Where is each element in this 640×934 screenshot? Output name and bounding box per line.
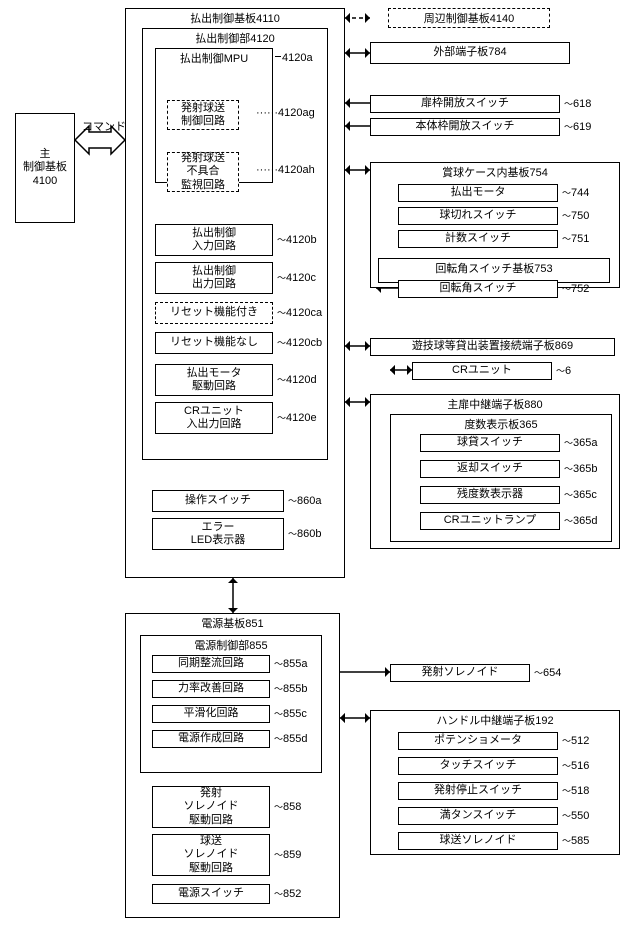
sw-row-1: エラーLED表示器 bbox=[152, 518, 284, 550]
freq-row-1: 返却スイッチ bbox=[420, 460, 560, 478]
psu-ctrl-title: 電源制御部855 bbox=[194, 640, 267, 653]
handle-row-0-num: 512 bbox=[562, 734, 589, 747]
ctrl-row-2: リセット機能付き bbox=[155, 302, 273, 324]
psu-ctrl-row-0-num: 855a bbox=[274, 657, 308, 670]
rot-sw-num: 752 bbox=[562, 282, 589, 295]
ctrl-row-1-num: 4120c bbox=[277, 271, 316, 284]
psu-row-0-num: 858 bbox=[274, 800, 301, 813]
psu-row-2-num: 852 bbox=[274, 887, 301, 900]
cr-unit: CRユニット bbox=[412, 362, 552, 380]
handle-row-4: 球送ソレノイド bbox=[398, 832, 558, 850]
handle-row-1-num: 516 bbox=[562, 759, 589, 772]
prize-row-1: 球切れスイッチ bbox=[398, 207, 558, 225]
psu-ctrl-row-1: 力率改善回路 bbox=[152, 680, 270, 698]
psu-ctrl-row-2: 平滑化回路 bbox=[152, 705, 270, 723]
out-title: 払出制御基板4110 bbox=[190, 13, 280, 26]
ctrl-row-4: 払出モータ駆動回路 bbox=[155, 364, 273, 396]
freq-row-0-num: 365a bbox=[564, 436, 598, 449]
mpu-sub2: 発射球送 不具合 監視回路 bbox=[167, 152, 239, 192]
prize-row-0: 払出モータ bbox=[398, 184, 558, 202]
psu-ctrl-row-1-num: 855b bbox=[274, 682, 308, 695]
mpu-sub1: 発射球送 制御回路 bbox=[167, 100, 239, 130]
psu-row-1-num: 859 bbox=[274, 848, 301, 861]
door-sw2-num: 619 bbox=[564, 120, 591, 133]
handle-row-1: タッチスイッチ bbox=[398, 757, 558, 775]
handle-row-2-num: 518 bbox=[562, 784, 589, 797]
handle-row-3: 満タンスイッチ bbox=[398, 807, 558, 825]
freq-row-2: 残度数表示器 bbox=[420, 486, 560, 504]
ctrl-row-0-num: 4120b bbox=[277, 233, 317, 246]
psu-title: 電源基板851 bbox=[201, 618, 263, 631]
sub1-l2: 制御回路 bbox=[181, 115, 225, 128]
door-sw2: 本体枠開放スイッチ bbox=[370, 118, 560, 136]
sub2-num: ······4120ah bbox=[256, 164, 315, 176]
freq-row-0: 球貸スイッチ bbox=[420, 434, 560, 452]
sw-row-1-num: 860b bbox=[288, 527, 322, 540]
fire-solenoid-num: 654 bbox=[534, 666, 561, 679]
cr-unit-num: 6 bbox=[556, 364, 571, 377]
ctrl-row-3: リセット機能なし bbox=[155, 332, 273, 354]
psu-row-0: 発射ソレノイド駆動回路 bbox=[152, 786, 270, 828]
ctrl-row-1: 払出制御出力回路 bbox=[155, 262, 273, 294]
psu-ctrl-row-3: 電源作成回路 bbox=[152, 730, 270, 748]
ctrl-row-0: 払出制御入力回路 bbox=[155, 224, 273, 256]
prize-row-2: 計数スイッチ bbox=[398, 230, 558, 248]
ctrl-title: 払出制御部4120 bbox=[195, 33, 274, 46]
prize-row-1-num: 750 bbox=[562, 209, 589, 222]
sub2-l1: 発射球送 bbox=[181, 152, 225, 165]
psu-ctrl-row-2-num: 855c bbox=[274, 707, 307, 720]
handle-row-2: 発射停止スイッチ bbox=[398, 782, 558, 800]
handle-row-3-num: 550 bbox=[562, 809, 589, 822]
sub1-l1: 発射球送 bbox=[181, 102, 225, 115]
handle-row-4-num: 585 bbox=[562, 834, 589, 847]
sub2-l3: 監視回路 bbox=[181, 179, 225, 192]
prize-row-2-num: 751 bbox=[562, 232, 589, 245]
ctrl-row-2-num: 4120ca bbox=[277, 306, 322, 319]
sw-row-0: 操作スイッチ bbox=[152, 490, 284, 512]
lend-board: 遊技球等貸出装置接続端子板869 bbox=[370, 338, 615, 356]
freq-row-3-num: 365d bbox=[564, 514, 598, 527]
door-sw1: 扉枠開放スイッチ bbox=[370, 95, 560, 113]
ctrl-row-5: CRユニット入出力回路 bbox=[155, 402, 273, 434]
door-sw1-num: 618 bbox=[564, 97, 591, 110]
mpu-num: 4120a bbox=[282, 52, 313, 64]
freq-row-1-num: 365b bbox=[564, 462, 598, 475]
psu-row-1: 球送ソレノイド駆動回路 bbox=[152, 834, 270, 876]
ctrl-row-5-num: 4120e bbox=[277, 411, 317, 424]
sub2-l2: 不具合 bbox=[187, 165, 220, 178]
ctrl-row-3-num: 4120cb bbox=[277, 336, 322, 349]
fire-solenoid: 発射ソレノイド bbox=[390, 664, 530, 682]
main-control-board: 主 制御基板 4100 bbox=[15, 113, 75, 223]
psu-row-2: 電源スイッチ bbox=[152, 884, 270, 904]
sub1-num: ······4120ag bbox=[256, 107, 315, 119]
freq-row-3: CRユニットランプ bbox=[420, 512, 560, 530]
psu-ctrl-row-0: 同期整流回路 bbox=[152, 655, 270, 673]
handle-row-0: ポテンショメータ bbox=[398, 732, 558, 750]
freq-row-2-num: 365c bbox=[564, 488, 597, 501]
psu-ctrl-row-3-num: 855d bbox=[274, 732, 308, 745]
sw-row-0-num: 860a bbox=[288, 494, 322, 507]
ctrl-row-4-num: 4120d bbox=[277, 373, 317, 386]
periph-board: 周辺制御基板4140 bbox=[388, 8, 550, 28]
prize-row-0-num: 744 bbox=[562, 186, 589, 199]
mpu-title: 払出制御MPU bbox=[180, 53, 248, 66]
rot-sw: 回転角スイッチ bbox=[398, 280, 558, 298]
main-control-label: 主 制御基板 4100 bbox=[23, 148, 67, 188]
cmd-label: コマンド bbox=[82, 118, 126, 134]
ext-terminal: 外部端子板784 bbox=[370, 42, 570, 64]
